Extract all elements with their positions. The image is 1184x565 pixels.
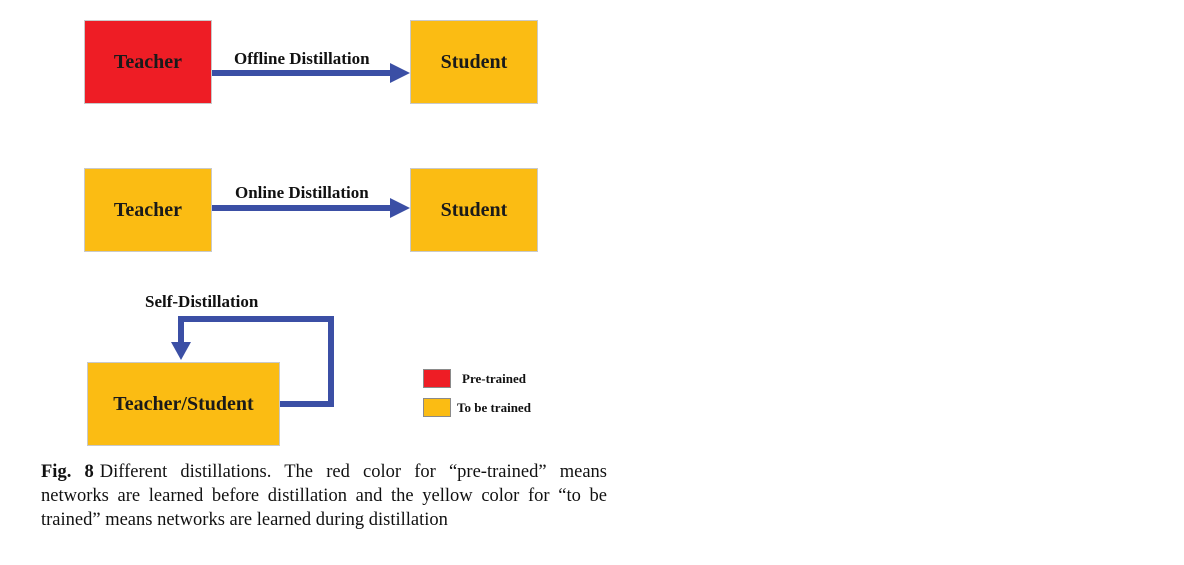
teacher-student-box: Teacher/Student xyxy=(87,362,280,446)
teacher-box-pretrained: Teacher xyxy=(84,20,212,104)
teacher-label: Teacher xyxy=(113,50,183,73)
self-distillation-label: Self-Distillation xyxy=(145,292,259,311)
student-label: Student xyxy=(440,198,508,221)
self-distillation-loop-arrow xyxy=(171,316,334,407)
online-distillation-label: Online Distillation xyxy=(235,183,369,202)
student-label: Student xyxy=(440,50,508,73)
legend-swatch-pretrained xyxy=(423,369,451,388)
student-box-offline: Student xyxy=(410,20,538,104)
figure-caption-text: Different distillations. The red color f… xyxy=(41,462,607,530)
legend-label-pretrained: Pre-trained xyxy=(462,371,527,386)
teacher-label: Teacher xyxy=(113,198,183,221)
figure-caption-tag: Fig. 8 xyxy=(41,462,94,482)
legend-swatch-to-be-trained xyxy=(423,398,451,417)
teacher-box-online: Teacher xyxy=(84,168,212,252)
offline-distillation-arrow xyxy=(212,63,410,83)
figure-caption: Fig. 8 Different distillations. The red c… xyxy=(41,460,607,532)
teacher-student-label: Teacher/Student xyxy=(113,392,254,415)
legend-label-to-be-trained: To be trained xyxy=(457,400,531,415)
offline-distillation-label: Offline Distillation xyxy=(234,49,370,68)
student-box-online: Student xyxy=(410,168,538,252)
online-distillation-arrow xyxy=(212,198,410,218)
